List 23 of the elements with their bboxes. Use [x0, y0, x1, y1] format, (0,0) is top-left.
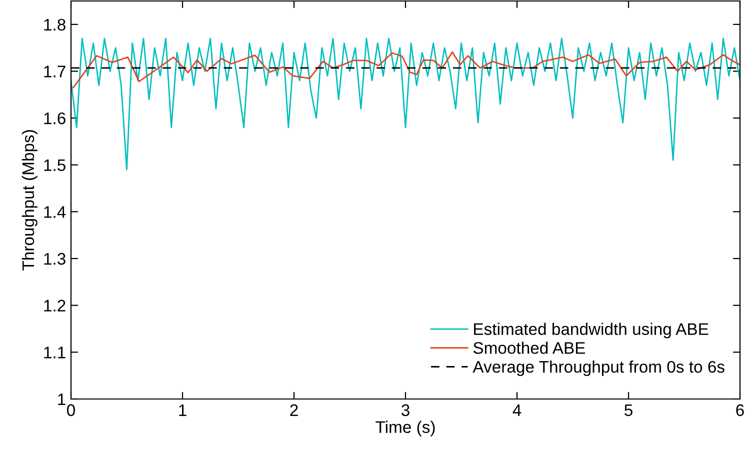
- line-series: [72, 51, 740, 88]
- x-tick-label: 6: [736, 404, 744, 416]
- y-tick-label: 1.3: [44, 252, 66, 265]
- legend-label: Smoothed ABE: [473, 342, 586, 354]
- y-axis-title: Throughput (Mbps): [22, 130, 38, 270]
- x-tick-label: 0: [67, 404, 75, 416]
- y-tick-label: 1.6: [44, 112, 66, 124]
- y-tick-label: 1.7: [44, 66, 66, 78]
- y-tick-label: 1.1: [44, 346, 66, 358]
- line-series: [71, 38, 740, 170]
- y-tick-label: 1.8: [44, 18, 66, 31]
- legend-label: Average Throughput from 0s to 6s: [472, 360, 724, 376]
- y-tick-label: 1.4: [44, 206, 66, 218]
- y-tick-label: 1.2: [44, 300, 66, 312]
- y-tick-label: 1.5: [44, 159, 66, 172]
- x-tick-label: 2: [290, 404, 298, 416]
- x-axis-title: Time (s): [376, 420, 435, 436]
- x-tick-label: 1: [179, 404, 186, 416]
- x-tick-label: 3: [402, 404, 410, 416]
- x-tick-label: 4: [512, 404, 522, 416]
- y-tick-label: 1: [58, 394, 66, 406]
- x-tick-label: 5: [624, 404, 632, 416]
- legend-label: Estimated bandwidth using ABE: [474, 322, 708, 338]
